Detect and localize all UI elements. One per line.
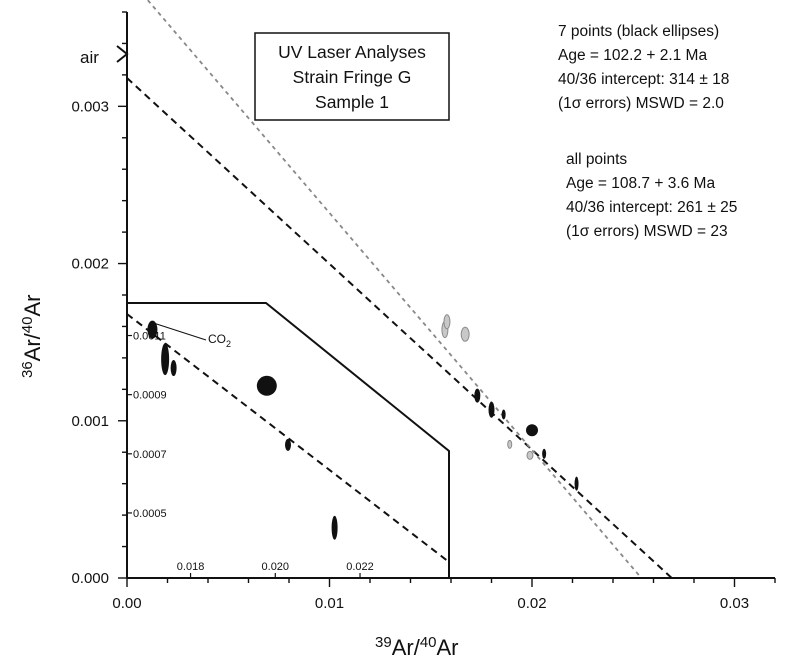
inset-y-tick-label: 0.0007 <box>133 449 167 461</box>
y-axis-ticks: 0.000 0.001 0.002 0.003 <box>71 11 127 587</box>
black-point <box>526 424 538 437</box>
title-line-2: Strain Fringe G <box>293 67 412 87</box>
co2-label: CO2 <box>208 332 231 349</box>
x-axis-label-sup1: 39 <box>375 634 392 651</box>
title-line-3: Sample 1 <box>315 92 389 112</box>
x-axis-ticks: 0.00 0.01 0.02 0.03 <box>112 578 776 612</box>
black-point <box>488 401 495 418</box>
x-axis-label-sup2: 40 <box>420 634 437 651</box>
black-point <box>474 388 481 403</box>
title-box: UV Laser Analyses Strain Fringe G Sample… <box>254 32 450 121</box>
annotation-all-line-1: all points <box>566 151 627 168</box>
inset-point <box>147 320 158 339</box>
x-axis-label: 39Ar/40Ar <box>375 634 459 660</box>
annotation-all-fit: all points Age = 108.7 + 3.6 Ma 40/36 in… <box>566 151 737 240</box>
air-marker: air <box>80 45 129 67</box>
fit-line <box>126 77 673 579</box>
y-axis-label: 36Ar/40Ar <box>19 295 45 379</box>
inset-point <box>161 343 170 376</box>
inset-y-tick-label: 0.0009 <box>133 390 167 402</box>
inset-point <box>256 375 277 396</box>
x-axis-label-base1: Ar/ <box>392 635 421 660</box>
y-tick-label: 0.000 <box>71 570 109 587</box>
fit-lines <box>126 0 673 579</box>
annotation-all-line-3: 40/36 intercept: 261 ± 25 <box>566 199 737 216</box>
inset-frame <box>127 302 450 578</box>
fit-line <box>146 0 643 579</box>
air-label: air <box>80 48 99 67</box>
annotation-black-line-4: (1σ errors) MSWD = 2.0 <box>558 95 724 112</box>
data-points <box>441 314 579 491</box>
air-arrow-icon <box>116 45 129 63</box>
y-axis-label-base2: Ar <box>20 295 45 317</box>
x-tick-label: 0.03 <box>720 595 749 612</box>
inset-x-tick-label: 0.020 <box>262 561 290 573</box>
x-tick-label: 0.02 <box>517 595 546 612</box>
x-tick-label: 0.01 <box>315 595 344 612</box>
inset-y-tick-label: 0.0005 <box>133 508 167 520</box>
y-axis-label-sup1: 36 <box>19 361 36 378</box>
annotation-all-line-4: (1σ errors) MSWD = 23 <box>566 223 728 240</box>
y-tick-label: 0.002 <box>71 256 109 273</box>
annotation-black-line-3: 40/36 intercept: 314 ± 18 <box>558 71 729 88</box>
inset-x-tick-label: 0.022 <box>346 561 374 573</box>
annotation-black-fit: 7 points (black ellipses) Age = 102.2 + … <box>558 23 729 112</box>
gray-point <box>443 314 451 330</box>
inset-plot: 0.0180.0200.0220.00110.00090.00070.0005C… <box>126 302 450 578</box>
y-axis-label-sup2: 40 <box>19 317 36 334</box>
y-tick-label: 0.003 <box>71 98 109 115</box>
annotation-all-line-2: Age = 108.7 + 3.6 Ma <box>566 175 715 192</box>
annotation-black-line-2: Age = 102.2 + 2.1 Ma <box>558 47 707 64</box>
title-box-frame <box>254 32 450 121</box>
inset-point <box>331 515 338 540</box>
title-line-1: UV Laser Analyses <box>278 42 426 62</box>
black-point <box>574 476 579 491</box>
x-tick-label: 0.00 <box>112 595 141 612</box>
inset-point <box>170 360 177 377</box>
inset-x-tick-label: 0.018 <box>177 561 205 573</box>
inset-point <box>285 438 291 451</box>
co2-subscript: 2 <box>226 339 231 349</box>
co2-leader-line <box>155 323 207 341</box>
gray-point <box>526 450 534 460</box>
black-point <box>501 409 506 420</box>
gray-point <box>507 439 513 449</box>
annotation-black-line-1: 7 points (black ellipses) <box>558 23 719 40</box>
inset-fit-line <box>126 313 450 563</box>
y-axis-label-base1: Ar/ <box>20 332 45 361</box>
x-axis-label-base2: Ar <box>437 635 459 660</box>
gray-point <box>460 326 470 342</box>
black-point <box>542 448 547 459</box>
y-tick-label: 0.001 <box>71 413 109 430</box>
